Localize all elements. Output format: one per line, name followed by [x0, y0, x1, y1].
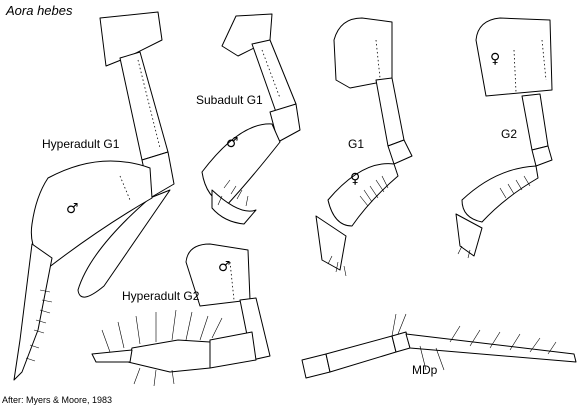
g2-female-carpus: [531, 145, 553, 167]
figure-title: Aora hebes: [6, 3, 73, 18]
hyperadult-g2-coxa: [185, 243, 251, 307]
hyperadult-g1-coxa: [99, 11, 163, 67]
hyperadult-g1-basis: [119, 51, 169, 161]
label-g2-female: G2: [501, 127, 518, 141]
g2-female-drawing: [455, 17, 553, 259]
g1-female-propodus: [327, 163, 399, 227]
hyperadult-g1-dactylus: [13, 243, 53, 381]
g2-female-coxa: [475, 17, 553, 97]
g2-female-basis: [521, 93, 549, 151]
hyperadult-g1-propodus: [30, 160, 153, 269]
mdp-base: [301, 353, 331, 379]
female-symbol-g2: ♀: [490, 51, 501, 67]
mdp-drawing: [301, 313, 577, 379]
g1-female-carpus: [387, 139, 413, 165]
hyperadult-g2-drawing: [91, 243, 271, 387]
subadult-g1-drawing: [201, 13, 301, 225]
g1-female-dactylus: [315, 215, 347, 271]
g2-female-propodus: [461, 165, 539, 223]
figure-credit: After: Myers & Moore, 1983: [2, 395, 113, 405]
label-hyperadult-g1: Hyperadult G1: [42, 137, 120, 151]
hyperadult-g1-process: [77, 189, 171, 298]
female-symbol-g1: ♀: [350, 171, 361, 187]
mdp-article-3: [405, 333, 577, 363]
label-mdp: MDp: [412, 363, 438, 377]
label-hyperadult-g2: Hyperadult G2: [122, 289, 200, 303]
mdp-article-1: [325, 335, 397, 373]
hyperadult-g1-drawing: [13, 11, 175, 381]
male-symbol-hyperadult-g1: ♂: [66, 201, 79, 217]
g1-female-basis: [375, 77, 405, 147]
g1-female-coxa: [333, 17, 393, 89]
male-symbol-hyperadult-g2: ♂: [218, 259, 231, 275]
subadult-g1-dactylus: [211, 189, 257, 225]
hyperadult-g2-merus: [209, 331, 257, 369]
label-subadult-g1: Subadult G1: [196, 93, 263, 107]
hyperadult-g2-propodus: [127, 339, 211, 373]
hyperadult-g2-dactylus: [91, 349, 133, 363]
label-g1-female: G1: [348, 137, 365, 151]
g1-female-drawing: [315, 17, 413, 277]
subadult-g1-coxa: [221, 13, 273, 57]
male-symbol-subadult-g1: ♂: [226, 135, 239, 151]
g2-female-dactylus: [455, 213, 483, 257]
